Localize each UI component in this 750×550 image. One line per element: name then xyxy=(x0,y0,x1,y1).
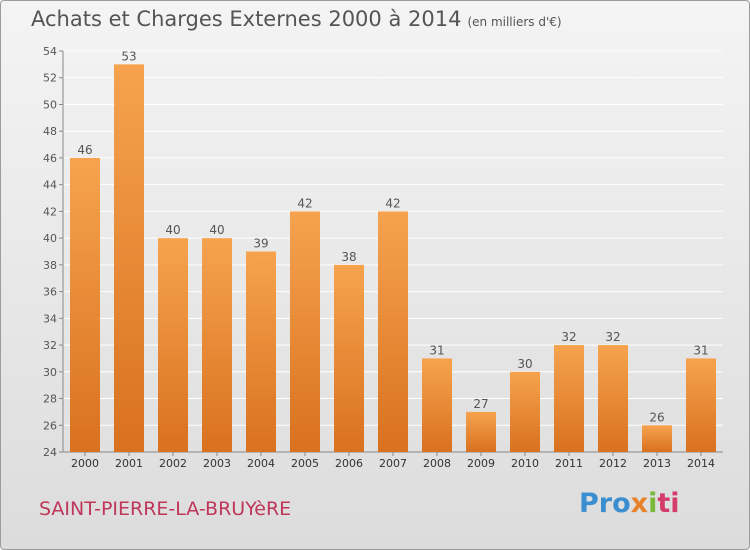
bar xyxy=(422,358,452,452)
proxiti-logo: Proxiti xyxy=(579,488,680,519)
x-tick-label: 2004 xyxy=(247,457,275,470)
bar xyxy=(202,238,232,452)
bar xyxy=(378,211,408,452)
data-label: 40 xyxy=(209,223,224,237)
logo-part: i xyxy=(648,488,658,519)
bar xyxy=(290,211,320,452)
title-text: Achats et Charges Externes 2000 à 2014 xyxy=(31,7,462,31)
bar xyxy=(158,238,188,452)
data-label: 27 xyxy=(473,397,488,411)
bar xyxy=(466,411,496,452)
y-tick-label: 24 xyxy=(43,446,57,459)
x-tick-label: 2013 xyxy=(643,457,671,470)
bar xyxy=(510,371,540,452)
x-tick-label: 2014 xyxy=(687,457,715,470)
y-tick-label: 44 xyxy=(43,179,57,192)
x-tick-label: 2003 xyxy=(203,457,231,470)
y-tick-label: 52 xyxy=(43,72,57,85)
data-label: 46 xyxy=(77,143,92,157)
y-tick-label: 42 xyxy=(43,205,57,218)
y-tick-label: 36 xyxy=(43,286,57,299)
chart-title: Achats et Charges Externes 2000 à 2014 (e… xyxy=(31,7,562,31)
data-label: 42 xyxy=(385,196,400,210)
town-name: SAINT-PIERRE-LA-BRUYèRE xyxy=(39,498,292,520)
x-tick-label: 2001 xyxy=(115,457,143,470)
x-tick-label: 2005 xyxy=(291,457,319,470)
labels: 24 26 28 30 32 34 36 38 40 42 44 46 48 50 52 54 46 2000 53… xyxy=(43,45,715,470)
x-tick-label: 2009 xyxy=(467,457,495,470)
y-tick-label: 30 xyxy=(43,366,57,379)
y-tick-label: 54 xyxy=(43,45,57,58)
data-label: 42 xyxy=(297,196,312,210)
bar xyxy=(246,251,276,452)
bars xyxy=(70,64,716,452)
data-label: 31 xyxy=(693,343,708,357)
data-label: 38 xyxy=(341,250,356,264)
x-tick-label: 2000 xyxy=(71,457,99,470)
y-tick-label: 38 xyxy=(43,259,57,272)
unit-label: (en milliers d'€) xyxy=(467,15,562,29)
bar xyxy=(70,157,100,452)
logo-part: x xyxy=(630,488,649,519)
x-tick-label: 2007 xyxy=(379,457,407,470)
bar xyxy=(598,345,628,452)
data-label: 40 xyxy=(165,223,180,237)
bar xyxy=(686,358,716,452)
y-tick-label: 50 xyxy=(43,98,57,111)
x-tick-label: 2008 xyxy=(423,457,451,470)
x-tick-label: 2002 xyxy=(159,457,187,470)
x-tick-label: 2011 xyxy=(555,457,583,470)
logo-part: ti xyxy=(657,488,680,519)
data-label: 30 xyxy=(517,357,532,371)
data-label: 31 xyxy=(429,343,444,357)
y-tick-label: 34 xyxy=(43,312,57,325)
x-tick-label: 2006 xyxy=(335,457,363,470)
bar xyxy=(334,264,364,452)
data-label: 32 xyxy=(605,330,620,344)
bar xyxy=(114,64,144,452)
x-tick-label: 2012 xyxy=(599,457,627,470)
data-label: 39 xyxy=(253,237,268,251)
y-tick-label: 32 xyxy=(43,339,57,352)
data-label: 26 xyxy=(649,410,664,424)
data-label: 53 xyxy=(121,49,136,63)
y-tick-label: 28 xyxy=(43,393,57,406)
y-tick-label: 48 xyxy=(43,125,57,138)
logo-part: Pro xyxy=(579,488,631,519)
data-label: 32 xyxy=(561,330,576,344)
x-tick-label: 2010 xyxy=(511,457,539,470)
y-tick-label: 46 xyxy=(43,152,57,165)
bar xyxy=(642,425,672,452)
bar xyxy=(554,345,584,452)
y-tick-label: 26 xyxy=(43,419,57,432)
y-tick-label: 40 xyxy=(43,232,57,245)
